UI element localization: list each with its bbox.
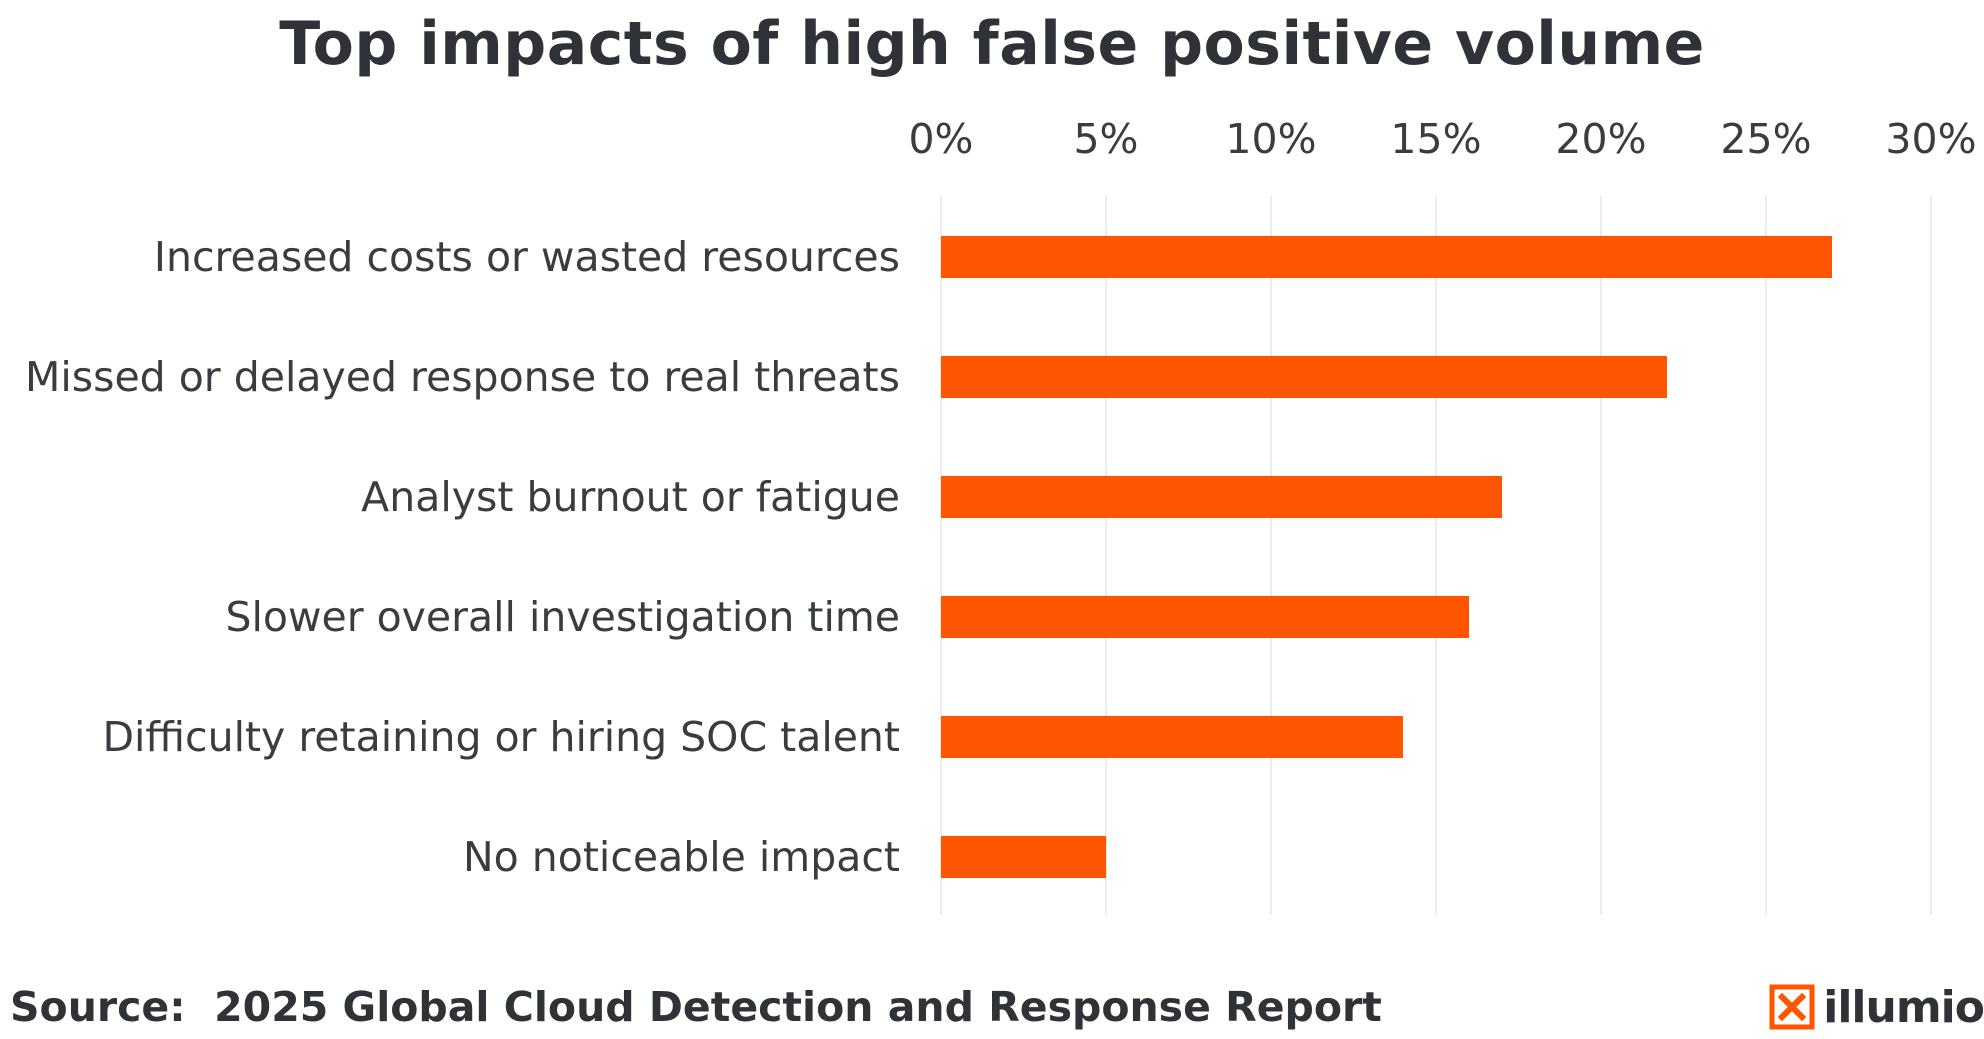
brand-name: illumio — [1823, 981, 1984, 1033]
x-tick-label: 10% — [1225, 115, 1316, 163]
category-label: Difficulty retaining or hiring SOC talen… — [102, 713, 900, 761]
category-labels: Increased costs or wasted resources Misse… — [25, 233, 900, 881]
source-note: Source: 2025 Global Cloud Detection and … — [10, 983, 1382, 1031]
chart-title: Top impacts of high false positive volum… — [279, 9, 1705, 79]
category-label: Increased costs or wasted resources — [154, 233, 900, 281]
bar — [941, 476, 1502, 518]
bar — [941, 716, 1403, 758]
category-label: Analyst burnout or fatigue — [361, 473, 900, 521]
bar — [941, 836, 1106, 878]
bar — [941, 356, 1667, 398]
x-tick-label: 20% — [1555, 115, 1646, 163]
x-tick-label: 0% — [908, 115, 973, 163]
x-tick-label: 25% — [1720, 115, 1811, 163]
illumio-logo-icon — [1769, 984, 1815, 1030]
bars — [941, 236, 1832, 878]
x-tick-label: 30% — [1885, 115, 1976, 163]
x-tick-label: 5% — [1073, 115, 1138, 163]
brand-logo: illumio — [1769, 979, 1984, 1035]
category-label: No noticeable impact — [463, 833, 900, 881]
x-axis-ticks: 0% 5% 10% 15% 20% 25% 30% — [908, 115, 1976, 163]
category-label: Slower overall investigation time — [225, 593, 900, 641]
bar-chart: 0% 5% 10% 15% 20% 25% 30% Increased costs or w… — [25, 115, 1977, 915]
category-label: Missed or delayed response to real threa… — [25, 353, 900, 401]
x-tick-label: 15% — [1390, 115, 1481, 163]
gridlines — [940, 196, 1932, 915]
bar — [941, 596, 1469, 638]
bar — [941, 236, 1832, 278]
